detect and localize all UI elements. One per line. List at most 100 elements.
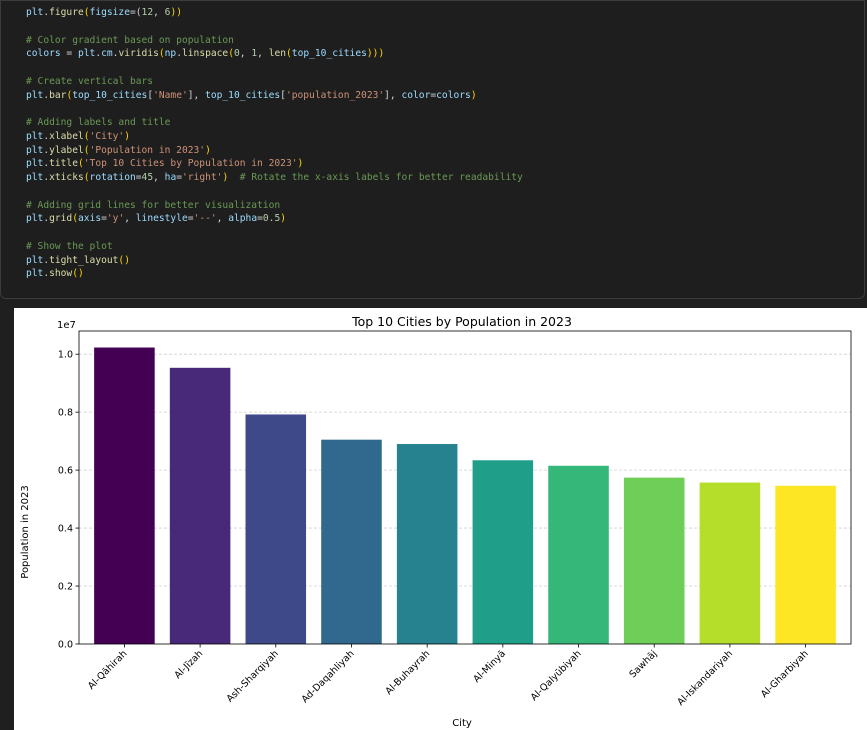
code-line: # Color gradient based on population	[26, 34, 523, 48]
axes	[75, 330, 852, 648]
code-token: # Show the plot	[26, 240, 113, 252]
code-token: # Adding labels and title	[26, 117, 171, 128]
code-token: plt	[26, 172, 44, 183]
x-tick-label: Ash-Sharqiyah	[225, 648, 281, 704]
code-token: plt	[26, 254, 44, 266]
code-token: ()	[118, 254, 130, 266]
code-token: ha	[164, 172, 177, 183]
code-token: (	[83, 7, 90, 18]
code-line: # Create vertical bars	[26, 75, 523, 89]
code-token: ],	[187, 89, 206, 101]
code-token: plt	[26, 7, 44, 18]
code-line: plt.xticks(rotation=45, ha='right') # Ro…	[26, 171, 523, 185]
code-line: plt.figure(figsize=(12, 6))	[26, 6, 523, 20]
code-editor[interactable]: plt.figure(figsize=(12, 6)) # Color grad…	[26, 6, 523, 281]
code-token: (	[78, 158, 84, 170]
code-token: top_10_cities	[205, 89, 281, 101]
y-tick-label: 0.8	[58, 408, 73, 419]
code-line: plt.ylabel('Population in 2023')	[26, 144, 523, 158]
x-tick-label: Ad-Daqahliyah	[300, 648, 357, 705]
code-token: .	[43, 213, 50, 225]
cell-output: Top 10 Cities by Population in 2023 1e7 …	[14, 308, 867, 730]
code-token: 'Population in 2023'	[89, 144, 206, 156]
y-tick-label: 1.0	[58, 350, 73, 361]
code-token: 'right'	[182, 172, 223, 183]
bar	[396, 444, 458, 644]
code-token: bar	[49, 89, 67, 101]
bar	[321, 439, 382, 644]
code-token: [	[147, 89, 154, 101]
code-token: 45	[141, 172, 154, 183]
code-token: # Adding grid lines for better visualiza…	[26, 199, 281, 211]
code-token: grid	[49, 213, 73, 225]
code-token: =	[60, 48, 78, 60]
code-line	[26, 226, 523, 240]
code-token: show	[49, 268, 73, 280]
code-line: # Adding labels and title	[26, 116, 523, 130]
code-line	[26, 185, 523, 199]
bar	[699, 482, 761, 644]
code-token: .	[43, 130, 50, 142]
code-token: .	[43, 172, 50, 183]
code-token: title	[49, 158, 78, 170]
code-token: .	[176, 48, 182, 60]
x-tick-label: Al-Buhayrah	[383, 648, 432, 697]
code-token: 'population_2023'	[285, 89, 385, 101]
code-token: )	[222, 172, 229, 183]
y-axis-label: Population in 2023	[20, 485, 31, 578]
code-token: top_10_cities	[291, 48, 367, 60]
code-line: # Adding grid lines for better visualiza…	[26, 199, 523, 213]
code-token: colors	[436, 89, 471, 101]
chart-title: Top 10 Cities by Population in 2023	[351, 314, 572, 329]
x-tick-label: Sawhāj	[627, 648, 659, 680]
y-axis-offset-label: 1e7	[57, 320, 76, 331]
code-cell[interactable]: plt.figure(figsize=(12, 6)) # Color grad…	[0, 0, 865, 299]
code-token: rotation	[89, 172, 136, 183]
code-token: )	[205, 144, 211, 156]
code-token: .	[43, 158, 50, 170]
code-token: 'y'	[106, 213, 125, 225]
code-token: .	[95, 48, 102, 60]
code-token: =	[135, 172, 142, 183]
code-token: ,	[216, 213, 229, 225]
code-token: =(	[129, 7, 142, 18]
code-token: ,	[239, 48, 252, 60]
x-tick-label: Al-Iskandariyah	[675, 648, 735, 708]
code-line	[26, 102, 523, 116]
x-tick-label: Al-Qalyūbiyah	[529, 648, 584, 703]
code-token: )	[470, 89, 477, 101]
code-token: xlabel	[49, 130, 84, 142]
code-token: (	[83, 144, 90, 156]
code-token: 6	[164, 7, 171, 18]
bar	[775, 485, 836, 644]
code-token: (	[158, 48, 165, 60]
x-tick-label: Al-Minyā	[471, 648, 508, 685]
plot-frame	[78, 330, 852, 645]
code-token: xticks	[49, 172, 84, 183]
code-token: alpha	[228, 213, 258, 225]
code-token: )	[124, 130, 130, 142]
code-token: 'Top 10 Cities by Population in 2023'	[83, 158, 298, 170]
code-token: 'Name'	[153, 89, 188, 101]
code-token: (	[286, 48, 292, 60]
code-token: viridis	[118, 48, 159, 60]
code-token: )	[297, 158, 304, 170]
code-token: top_10_cities	[72, 89, 148, 101]
code-token: ,	[257, 48, 269, 60]
code-token: ()	[72, 268, 84, 280]
code-line: plt.xlabel('City')	[26, 130, 523, 144]
bar	[623, 477, 685, 644]
x-tick-label: Al-Qāhirah	[86, 648, 130, 692]
code-line: plt.bar(top_10_cities['Name'], top_10_ci…	[26, 89, 523, 103]
code-token: )))	[366, 48, 385, 60]
bar	[94, 347, 155, 644]
code-token: )	[280, 213, 286, 225]
y-tick-label: 0.6	[58, 466, 73, 477]
code-token: plt	[26, 213, 44, 225]
code-token: =	[430, 89, 437, 101]
x-axis-label: City	[452, 718, 472, 729]
bar-chart: Top 10 Cities by Population in 2023 1e7 …	[20, 314, 852, 729]
x-tick-label: Al-Jīzah	[172, 648, 205, 681]
x-tick-label: Al-Gharbiyah	[759, 648, 811, 700]
code-line: plt.title('Top 10 Cities by Population i…	[26, 157, 523, 171]
